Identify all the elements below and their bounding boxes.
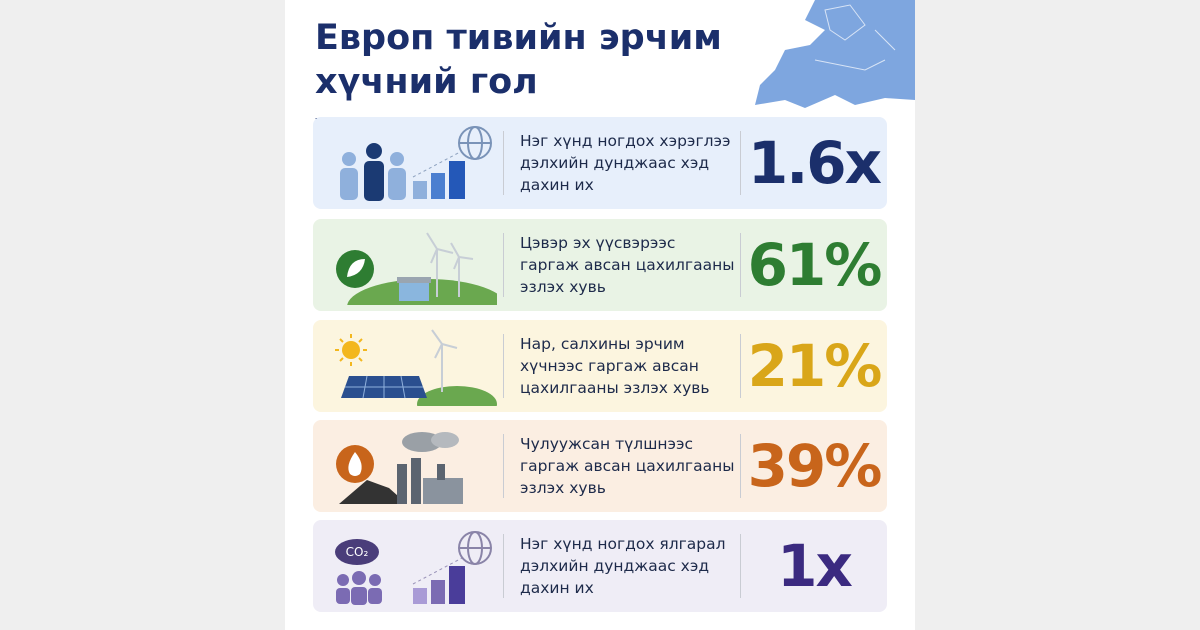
- icon-shape: [347, 259, 365, 277]
- icon-shape: [339, 480, 407, 504]
- icon-shape: [342, 341, 360, 359]
- icon-shape: [369, 574, 381, 586]
- icon-shape: [368, 588, 382, 604]
- divider: [740, 334, 741, 398]
- icon-shape: [390, 152, 404, 166]
- card-value: 39%: [747, 432, 883, 500]
- icon-shape: [426, 232, 454, 264]
- divider: [740, 233, 741, 297]
- icon-shape: [431, 432, 459, 448]
- icon-shape: [336, 588, 350, 604]
- icon-shape: [352, 571, 366, 585]
- icon-shape: [450, 242, 474, 270]
- icon-shape: [397, 464, 407, 504]
- icon-shape: [337, 574, 349, 586]
- icon-shape: [431, 173, 445, 199]
- icon-shape: [755, 0, 915, 108]
- icon-shape: [431, 329, 458, 359]
- card-label: Нэг хүнд ногдох хэрэглээ дэлхийн дунджаа…: [520, 132, 731, 194]
- icon-shape: [399, 281, 429, 301]
- icon-shape: [417, 386, 497, 406]
- icon-shape: [402, 432, 442, 452]
- icon-people-chart: [340, 126, 492, 201]
- icon-shape: [348, 452, 362, 476]
- card: Нэг хүнд ногдох хэрэглээ дэлхийн дунджаа…: [313, 117, 887, 209]
- icon-solar-wind: [335, 329, 497, 406]
- icon-shape: [345, 375, 423, 399]
- divider: [503, 434, 504, 498]
- icon-shape: [351, 587, 367, 605]
- icon-shape: [449, 161, 465, 199]
- card: Чулуужсан түлшнээс гаргаж авсан цахилгаа…: [313, 420, 887, 512]
- card-label: Чулуужсан түлшнээс гаргаж авсан цахилгаа…: [520, 435, 735, 497]
- divider: [503, 334, 504, 398]
- icon-shape: [431, 580, 445, 604]
- icon-shape: [335, 539, 379, 565]
- icon-clean-energy: [336, 232, 497, 305]
- divider: [503, 534, 504, 598]
- divider: [740, 534, 741, 598]
- icon-shape: [413, 588, 427, 604]
- europe-map: [755, 0, 915, 108]
- card: CO₂ Нэг хүнд ногдох ялгарал дэлхийн дунд…: [313, 520, 887, 612]
- card-label: Цэвэр эх үүсвэрээс гаргаж авсан цахилгаа…: [520, 234, 735, 296]
- icon-shape: [814, 4, 896, 71]
- divider: [740, 434, 741, 498]
- card-label: Нар, салхины эрчим хүчнээс гаргаж авсан …: [520, 335, 710, 397]
- icon-shape: [397, 277, 431, 283]
- card: Цэвэр эх үүсвэрээс гаргаж авсан цахилгаа…: [313, 219, 887, 311]
- card-value: 1.6x: [747, 129, 882, 197]
- divider: [503, 131, 504, 195]
- divider: [503, 233, 504, 297]
- icon-shape: [449, 566, 465, 604]
- icon-shape: [366, 143, 382, 159]
- panel: Европ тивийн эрчим хүчний гол үзүүлэлтүү…: [285, 0, 915, 630]
- icon-shape: [413, 181, 427, 199]
- icon-shape: [335, 334, 367, 366]
- icon-fossil: [336, 432, 463, 504]
- card-value: 21%: [747, 332, 883, 400]
- icon-shape: [388, 168, 406, 200]
- icon-shape: CO₂: [346, 545, 369, 559]
- icon-shape: [342, 152, 356, 166]
- icon-shape: [423, 478, 463, 504]
- card: Нар, салхины эрчим хүчнээс гаргаж авсан …: [313, 320, 887, 412]
- icon-shape: [437, 464, 445, 480]
- icon-shape: [340, 168, 358, 200]
- card-value: 61%: [747, 231, 883, 299]
- icon-shape: [364, 161, 384, 201]
- icon-shape: [411, 458, 421, 504]
- card-value: 1x: [777, 532, 853, 600]
- icon-emissions: CO₂: [335, 531, 492, 605]
- card-label: Нэг хүнд ногдох ялгарал дэлхийн дунджаас…: [520, 535, 726, 597]
- divider: [740, 131, 741, 195]
